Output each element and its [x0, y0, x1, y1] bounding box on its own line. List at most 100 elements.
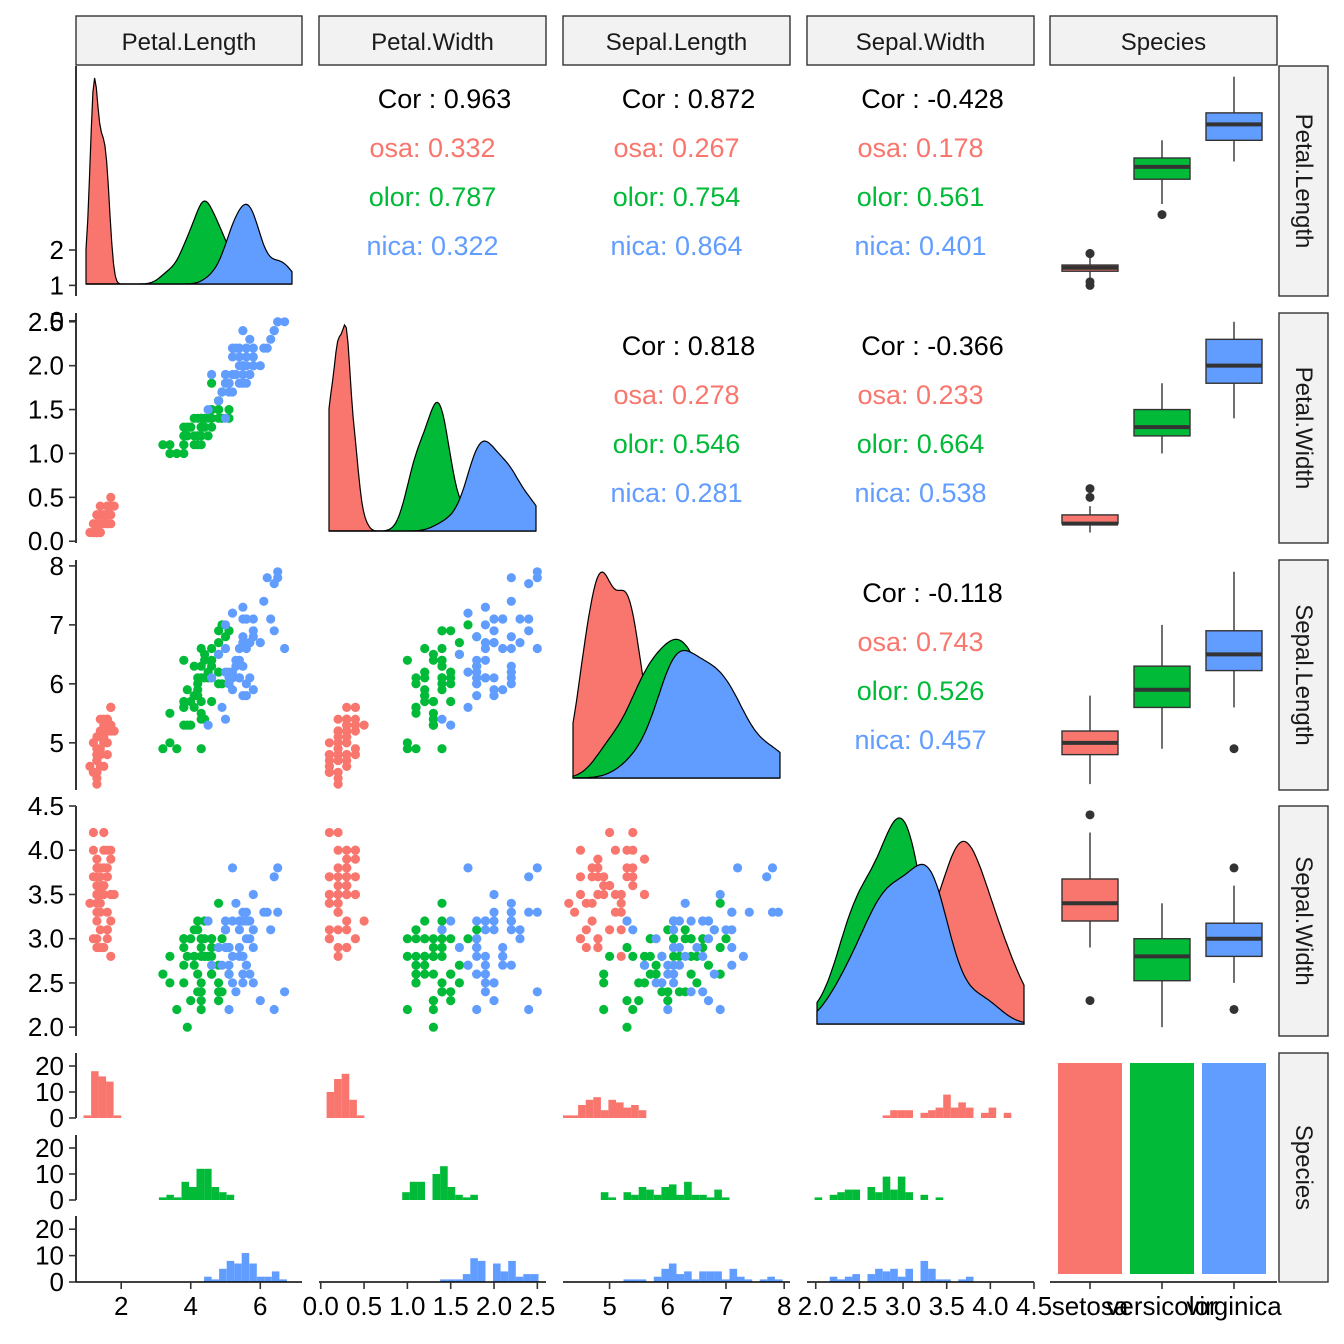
point-virginica [248, 942, 258, 953]
point-virginica [217, 702, 227, 713]
point-virginica [733, 863, 743, 873]
strip-label: Petal.Length [1290, 114, 1317, 249]
histogram-Sepal.Length-virginica [623, 1263, 783, 1282]
hist-bar [829, 1276, 838, 1282]
point-setosa [593, 934, 603, 944]
point-virginica [480, 643, 490, 654]
point-virginica [515, 638, 525, 648]
point-virginica [220, 942, 231, 953]
point-versicolor [402, 1004, 412, 1015]
point-virginica [698, 916, 708, 926]
x-tick-label: 1.5 [433, 1291, 469, 1321]
point-versicolor [158, 969, 168, 979]
hist-bar [234, 1263, 242, 1282]
point-versicolor [179, 448, 189, 459]
point-versicolor [186, 696, 196, 707]
point-versicolor [428, 720, 438, 730]
point-virginica [663, 969, 673, 979]
y-tick-label: 1 [50, 270, 64, 300]
point-virginica [506, 573, 516, 583]
histogram-Petal.Length-virginica [204, 1253, 287, 1282]
point-virginica [489, 638, 499, 648]
point-setosa [92, 779, 102, 789]
point-setosa [616, 951, 626, 962]
scatter-Sepal.Width-vs-Petal.Length [85, 827, 290, 1032]
cor-virginica: nica: 0.864 [610, 231, 742, 261]
point-versicolor [207, 413, 217, 423]
hist-bar [334, 1079, 342, 1118]
point-setosa [575, 845, 586, 855]
point-virginica [489, 978, 499, 988]
point-virginica [498, 951, 508, 962]
point-setosa [342, 750, 352, 760]
point-versicolor [214, 667, 224, 677]
point-virginica [489, 996, 499, 1006]
point-virginica [698, 987, 708, 997]
hist-bar [844, 1276, 853, 1282]
outlier-setosa [1085, 810, 1095, 820]
hist-bar [691, 1279, 700, 1282]
density-Sepal.Width [816, 817, 1025, 1025]
point-virginica [227, 951, 238, 962]
point-setosa [350, 720, 360, 730]
point-virginica [727, 907, 737, 917]
point-versicolor [605, 951, 615, 962]
point-setosa [622, 845, 632, 855]
strip-box [1278, 312, 1329, 544]
point-virginica [472, 679, 482, 689]
point-virginica [266, 925, 276, 935]
cor-panel-Petal.Length-Petal.Width: Cor : 0.963 osa: 0.332 olor: 0.787 nica: 0.… [366, 84, 511, 261]
hist-bar [729, 1268, 738, 1282]
point-setosa [359, 916, 369, 926]
point-virginica [506, 643, 516, 654]
point-setosa [350, 845, 360, 855]
point-virginica [489, 626, 499, 636]
point-setosa [92, 872, 102, 882]
point-versicolor [645, 969, 655, 979]
strip-box [1278, 1052, 1329, 1283]
hist-bar [470, 1194, 478, 1200]
hist-bar [920, 1260, 929, 1282]
point-virginica [480, 987, 490, 997]
point-virginica [234, 673, 244, 683]
x-tick-label: 4.5 [1016, 1291, 1052, 1321]
point-virginica [674, 916, 685, 926]
point-virginica [489, 907, 499, 917]
point-virginica [231, 655, 241, 665]
point-setosa [333, 827, 343, 838]
cor-overall: Cor : 0.963 [378, 84, 512, 114]
hist-bar [530, 1274, 539, 1282]
point-versicolor [420, 951, 430, 962]
x-tick-label: 3.0 [885, 1291, 921, 1321]
point-virginica [472, 969, 482, 979]
hist-bar [91, 1071, 99, 1118]
point-virginica [238, 978, 248, 988]
point-virginica [234, 361, 244, 371]
hist-bar [882, 1115, 891, 1118]
hist-bar [226, 1260, 235, 1282]
hist-bar [402, 1192, 410, 1200]
point-setosa [639, 854, 650, 864]
point-virginica [231, 369, 241, 380]
point-virginica [524, 872, 534, 882]
point-setosa [102, 872, 112, 882]
point-setosa [628, 827, 638, 838]
point-virginica [241, 679, 251, 689]
point-setosa [92, 916, 102, 926]
point-versicolor [196, 744, 206, 754]
density-Petal.Length [85, 77, 293, 285]
cor-panel-Petal.Width-Sepal.Length: Cor : 0.818 osa: 0.278 olor: 0.546 nica: 0.… [610, 331, 755, 508]
hist-bar [943, 1094, 951, 1118]
y-tick-label: 0 [50, 1185, 64, 1215]
hist-bar [341, 1073, 350, 1118]
point-setosa [99, 827, 109, 838]
point-virginica [220, 643, 231, 654]
top-strip-sepal-length: Sepal.Length [562, 15, 791, 66]
point-virginica [515, 934, 525, 944]
point-virginica [227, 352, 238, 362]
bar-versicolor [1130, 1063, 1194, 1274]
point-virginica [463, 960, 473, 970]
hist-bar [759, 1279, 768, 1282]
point-setosa [102, 510, 112, 520]
x-tick-label: 2.5 [519, 1291, 555, 1321]
